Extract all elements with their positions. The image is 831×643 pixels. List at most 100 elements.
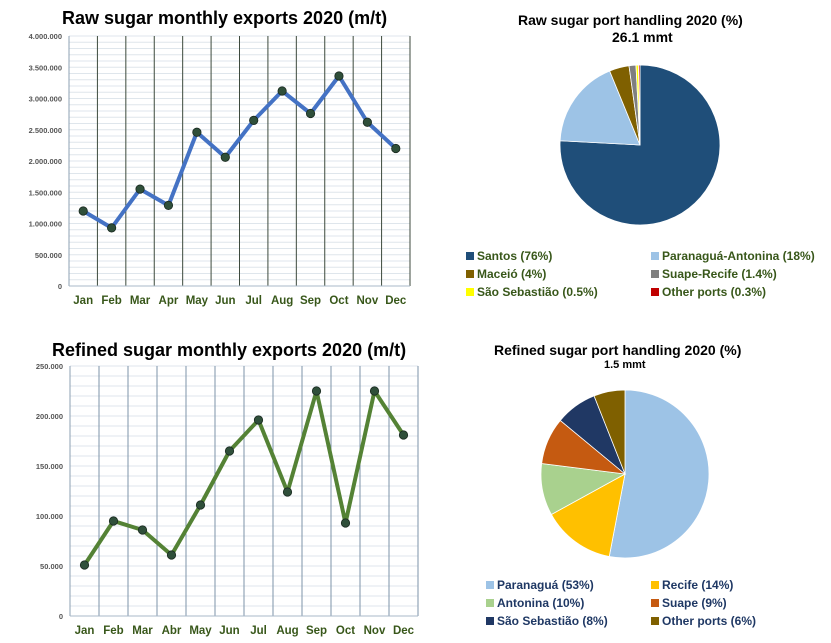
raw-legend-item: Paranaguá-Antonina (18%) xyxy=(651,249,821,263)
legend-label: Paranaguá-Antonina (18%) xyxy=(662,249,815,263)
refined-data-point xyxy=(340,518,351,528)
refined-data-point xyxy=(108,516,119,526)
refined-data-point xyxy=(79,560,90,570)
raw-legend-item: Other ports (0.3%) xyxy=(651,285,821,299)
refined-x-tick-label: Mar xyxy=(132,625,153,637)
raw-y-tick-label: 0 xyxy=(58,282,62,291)
raw-x-tick-label: Sep xyxy=(300,295,321,307)
raw-pie-title: Raw sugar port handling 2020 (%) xyxy=(518,12,743,28)
refined-legend-item: Antonina (10%) xyxy=(486,596,651,610)
legend-swatch-icon xyxy=(651,270,659,278)
raw-pie-slice xyxy=(638,64,641,146)
raw-x-tick-label: Nov xyxy=(357,295,379,307)
legend-swatch-icon xyxy=(651,288,659,296)
raw-x-tick-label: Apr xyxy=(159,295,179,307)
raw-series-line xyxy=(82,74,398,230)
legend-label: Suape (9%) xyxy=(662,596,727,610)
legend-label: Paranaguá (53%) xyxy=(497,578,594,592)
legend-swatch-icon xyxy=(651,617,659,625)
raw-x-tick-label: Aug xyxy=(271,295,293,307)
legend-swatch-icon xyxy=(651,581,659,589)
legend-label: Santos (76%) xyxy=(477,249,553,263)
raw-x-tick-label: Feb xyxy=(101,295,121,307)
refined-x-tick-label: Sep xyxy=(306,625,327,637)
raw-data-point xyxy=(249,115,259,125)
raw-x-tick-label: Mar xyxy=(130,295,151,307)
refined-data-point xyxy=(166,550,177,560)
legend-swatch-icon xyxy=(486,599,494,607)
raw-x-tick-label: Oct xyxy=(329,295,348,307)
legend-label: Antonina (10%) xyxy=(497,596,585,610)
legend-swatch-icon xyxy=(486,581,494,589)
legend-label: Recife (14%) xyxy=(662,578,734,592)
raw-data-point xyxy=(78,206,88,216)
refined-data-point xyxy=(137,525,148,535)
refined-data-point xyxy=(224,446,235,456)
legend-swatch-icon xyxy=(466,288,474,296)
refined-data-point xyxy=(398,430,409,440)
legend-swatch-icon xyxy=(466,252,474,260)
legend-label: Suape-Recife (1.4%) xyxy=(662,267,777,281)
refined-x-tick-label: Oct xyxy=(336,625,355,637)
raw-legend-item: São Sebastião (0.5%) xyxy=(466,285,651,299)
refined-legend-item: São Sebastião (8%) xyxy=(486,614,651,628)
raw-data-point xyxy=(362,117,372,127)
legend-label: Other ports (0.3%) xyxy=(662,285,767,299)
refined-data-point xyxy=(253,415,264,425)
raw-legend-item: Santos (76%) xyxy=(466,249,651,263)
refined-x-tick-label: Dec xyxy=(393,625,415,637)
refined-legend-item: Paranaguá (53%) xyxy=(486,578,651,592)
raw-y-tick-label: 4.000.000 xyxy=(29,32,62,41)
refined-data-point xyxy=(195,500,206,510)
refined-legend-item: Other ports (6%) xyxy=(651,614,791,628)
refined-x-tick-label: May xyxy=(189,625,212,637)
raw-x-tick-label: Jul xyxy=(245,295,262,307)
refined-pie-chart xyxy=(540,389,710,559)
raw-data-point xyxy=(163,200,174,210)
refined-x-tick-label: Abr xyxy=(162,625,182,637)
refined-x-tick-label: Aug xyxy=(276,625,298,637)
legend-swatch-icon xyxy=(466,270,474,278)
legend-label: São Sebastião (0.5%) xyxy=(477,285,598,299)
legend-label: Maceió (4%) xyxy=(477,267,547,281)
raw-x-tick-label: Jun xyxy=(215,295,235,307)
refined-legend-item: Recife (14%) xyxy=(651,578,791,592)
raw-y-tick-label: 500.000 xyxy=(35,251,62,260)
raw-data-point xyxy=(220,152,230,162)
refined-y-tick-label: 100.000 xyxy=(36,512,63,521)
refined-y-tick-label: 0 xyxy=(59,612,63,621)
raw-line-title: Raw sugar monthly exports 2020 (m/t) xyxy=(62,8,388,28)
raw-line-chart: 0 500.000 1.000.000 1.500.000 2.000.000 2.500… xyxy=(29,32,411,307)
raw-legend-item: Maceió (4%) xyxy=(466,267,651,281)
raw-data-point xyxy=(135,184,145,194)
refined-y-tick-label: 200.000 xyxy=(36,412,63,421)
refined-data-point xyxy=(369,386,380,396)
legend-swatch-icon xyxy=(651,252,659,260)
raw-x-tick-label: Jan xyxy=(73,295,93,307)
legend-label: Other ports (6%) xyxy=(662,614,757,628)
raw-data-point xyxy=(334,71,344,81)
legend-label: São Sebastião (8%) xyxy=(497,614,608,628)
refined-x-tick-label: Jul xyxy=(250,625,267,637)
raw-legend-item: Suape-Recife (1.4%) xyxy=(651,267,821,281)
raw-data-point xyxy=(192,127,202,137)
raw-y-tick-label: 1.500.000 xyxy=(29,188,62,197)
raw-pie-slice xyxy=(559,70,641,146)
raw-pie-legend: Santos (76%) Paranaguá-Antonina (18%) Mace… xyxy=(466,249,821,299)
refined-data-point xyxy=(311,386,322,396)
refined-x-tick-label: Nov xyxy=(364,625,386,637)
refined-pie-slice xyxy=(550,473,626,557)
legend-swatch-icon xyxy=(651,599,659,607)
refined-data-point xyxy=(282,487,293,497)
raw-y-tick-label: 2.500.000 xyxy=(29,126,62,135)
refined-x-tick-label: Jan xyxy=(75,625,95,637)
refined-y-tick-label: 250.000 xyxy=(36,362,63,371)
raw-y-tick-label: 2.000.000 xyxy=(29,157,62,166)
raw-data-point xyxy=(107,223,117,233)
raw-y-tick-label: 3.500.000 xyxy=(29,63,62,72)
refined-legend-item: Suape (9%) xyxy=(651,596,791,610)
raw-pie-subtitle: 26.1 mmt xyxy=(612,29,673,45)
raw-x-tick-label: May xyxy=(186,295,209,307)
refined-pie-title: Refined sugar port handling 2020 (%) xyxy=(494,342,742,358)
